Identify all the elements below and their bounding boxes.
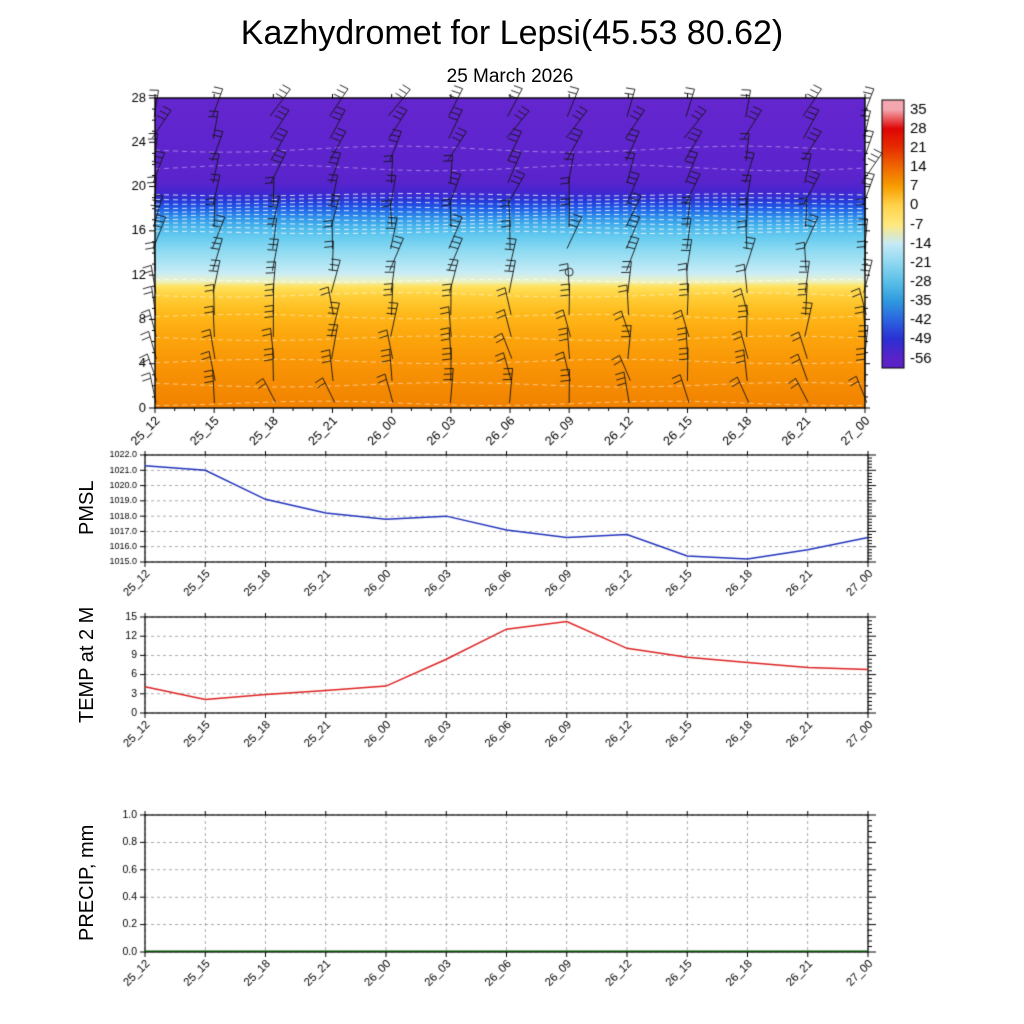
page-title: Kazhydromet for Lepsi(45.53 80.62) <box>240 14 784 52</box>
temp-axis-label: TEMP at 2 M <box>76 606 98 724</box>
pmsl-axis-label: PMSL <box>76 480 98 536</box>
precip-axis-label: PRECIP, mm <box>76 824 98 941</box>
date-subtitle: 25 March 2026 <box>446 66 574 87</box>
